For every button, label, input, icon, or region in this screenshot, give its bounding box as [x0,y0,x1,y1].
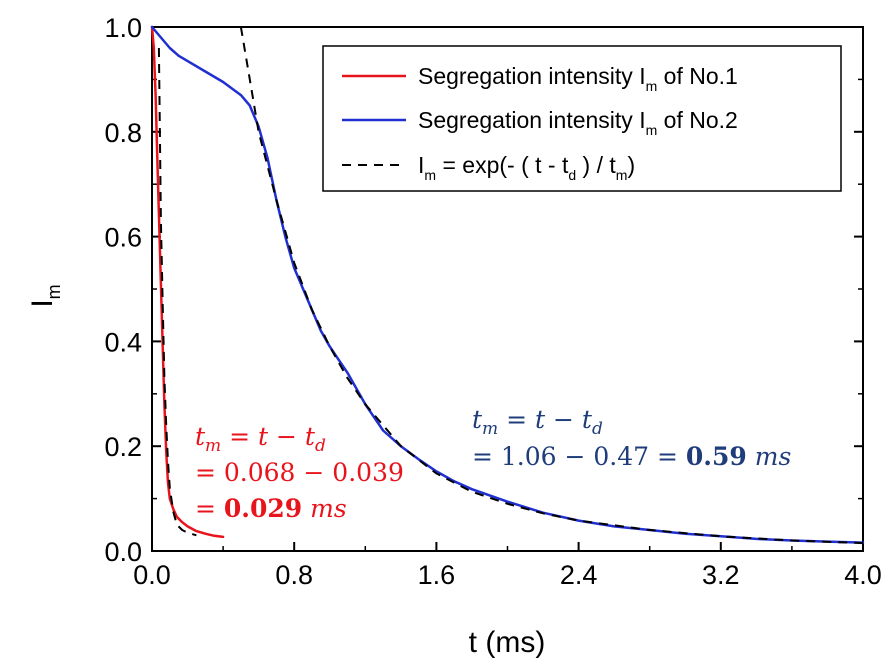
y-axis-title-sub: m [44,284,64,299]
legend-entry-fit-pre: I [418,152,424,178]
anno1-tm: t [195,422,206,451]
legend-entry-fit-sub3: m [616,167,628,183]
legend-entry-no1: Segregation intensity Im of No.1 [418,63,738,94]
x-axis-title: t (ms) [469,626,546,659]
anno2-eq: = [498,405,535,434]
annotation-no1-line3: = 0.029 ms [195,494,347,523]
anno1-td-sub: d [315,436,326,456]
anno2-line2-pre: = 1.06 − 0.47 = [472,442,686,471]
anno2-line2-unit: ms [747,442,791,471]
y-tick-label-3: 0.6 [104,223,142,253]
series-fit-no2-line [239,26,864,545]
x-tick-label-3: 2.4 [560,560,598,590]
legend-box [322,45,842,192]
anno1-tm-sub: m [205,436,221,456]
y-axis-title-main: I [26,299,59,307]
annotation-no1: tm = t − td = 0.068 − 0.039 = 0.029 ms [195,422,404,523]
anno2-td: t [582,405,593,434]
legend-entry-fit-sub2: d [568,167,576,183]
legend-entry-no1-pre: Segregation intensity I [418,63,646,89]
series-group [150,25,865,545]
legend-entry-no1-sub: m [646,78,658,94]
annotation-no1-line2: = 0.068 − 0.039 [195,458,404,487]
x-tick-label-4: 3.2 [702,560,740,590]
legend-entry-fit: Im = exp(- ( t - td ) / tm) [418,152,635,183]
axis-ticks: 0.0 0.8 1.6 2.4 3.2 4.0 0.0 0.2 0.4 0.6 0.8 1.0 [104,13,881,590]
y-tick-label-0: 0.0 [104,537,142,567]
svg-text:Im: Im [26,284,64,307]
y-tick-label-5: 1.0 [104,13,142,43]
anno1-line3-unit: ms [302,494,346,523]
anno2-tm-sub: m [482,419,498,439]
legend-entry-fit-mid2: ) / t [576,152,616,178]
y-axis-title: Im [26,284,64,307]
legend-entry-no1-post: of No.1 [657,63,738,89]
legend-entry-fit-sub1: m [424,167,436,183]
anno2-t: t [535,405,546,434]
legend-entry-fit-post: ) [627,152,635,178]
y-tick-label-2: 0.4 [104,327,142,357]
anno1-td: t [305,422,316,451]
y-tick-label-1: 0.2 [104,432,142,462]
series-fit-no1-line [157,47,197,537]
series-no2-line [150,25,865,544]
anno2-td-sub: d [592,419,603,439]
legend-entry-fit-mid: = exp(- ( t - t [436,152,569,178]
anno2-line2-value: 0.59 [686,442,747,471]
legend-entry-no2-post: of No.2 [657,107,738,133]
legend: Segregation intensity Im of No.1 Segrega… [322,45,842,192]
anno1-line3-value: 0.029 [224,494,302,523]
x-tick-label-2: 1.6 [418,560,456,590]
annotation-no2-line1: tm = t − td [472,405,603,439]
legend-entry-no2-pre: Segregation intensity I [418,107,646,133]
anno2-tm: t [472,405,483,434]
annotation-no1-line1: tm = t − td [195,422,326,456]
x-tick-label-0: 0.0 [133,560,171,590]
x-tick-label-5: 4.0 [844,560,882,590]
anno2-minus: − [545,405,582,434]
anno1-minus: − [268,422,305,451]
series-no1-line [150,25,225,539]
annotation-no2: tm = t − td = 1.06 − 0.47 = 0.59 ms [472,405,791,471]
legend-entry-no2-sub: m [646,122,658,138]
legend-entry-no2: Segregation intensity Im of No.2 [418,107,738,138]
anno1-line3-eq: = [195,494,224,523]
anno1-t: t [258,422,269,451]
x-tick-label-1: 0.8 [275,560,313,590]
y-tick-label-4: 0.8 [104,118,142,148]
anno1-eq: = [221,422,258,451]
annotation-no2-line2: = 1.06 − 0.47 = 0.59 ms [472,442,791,471]
